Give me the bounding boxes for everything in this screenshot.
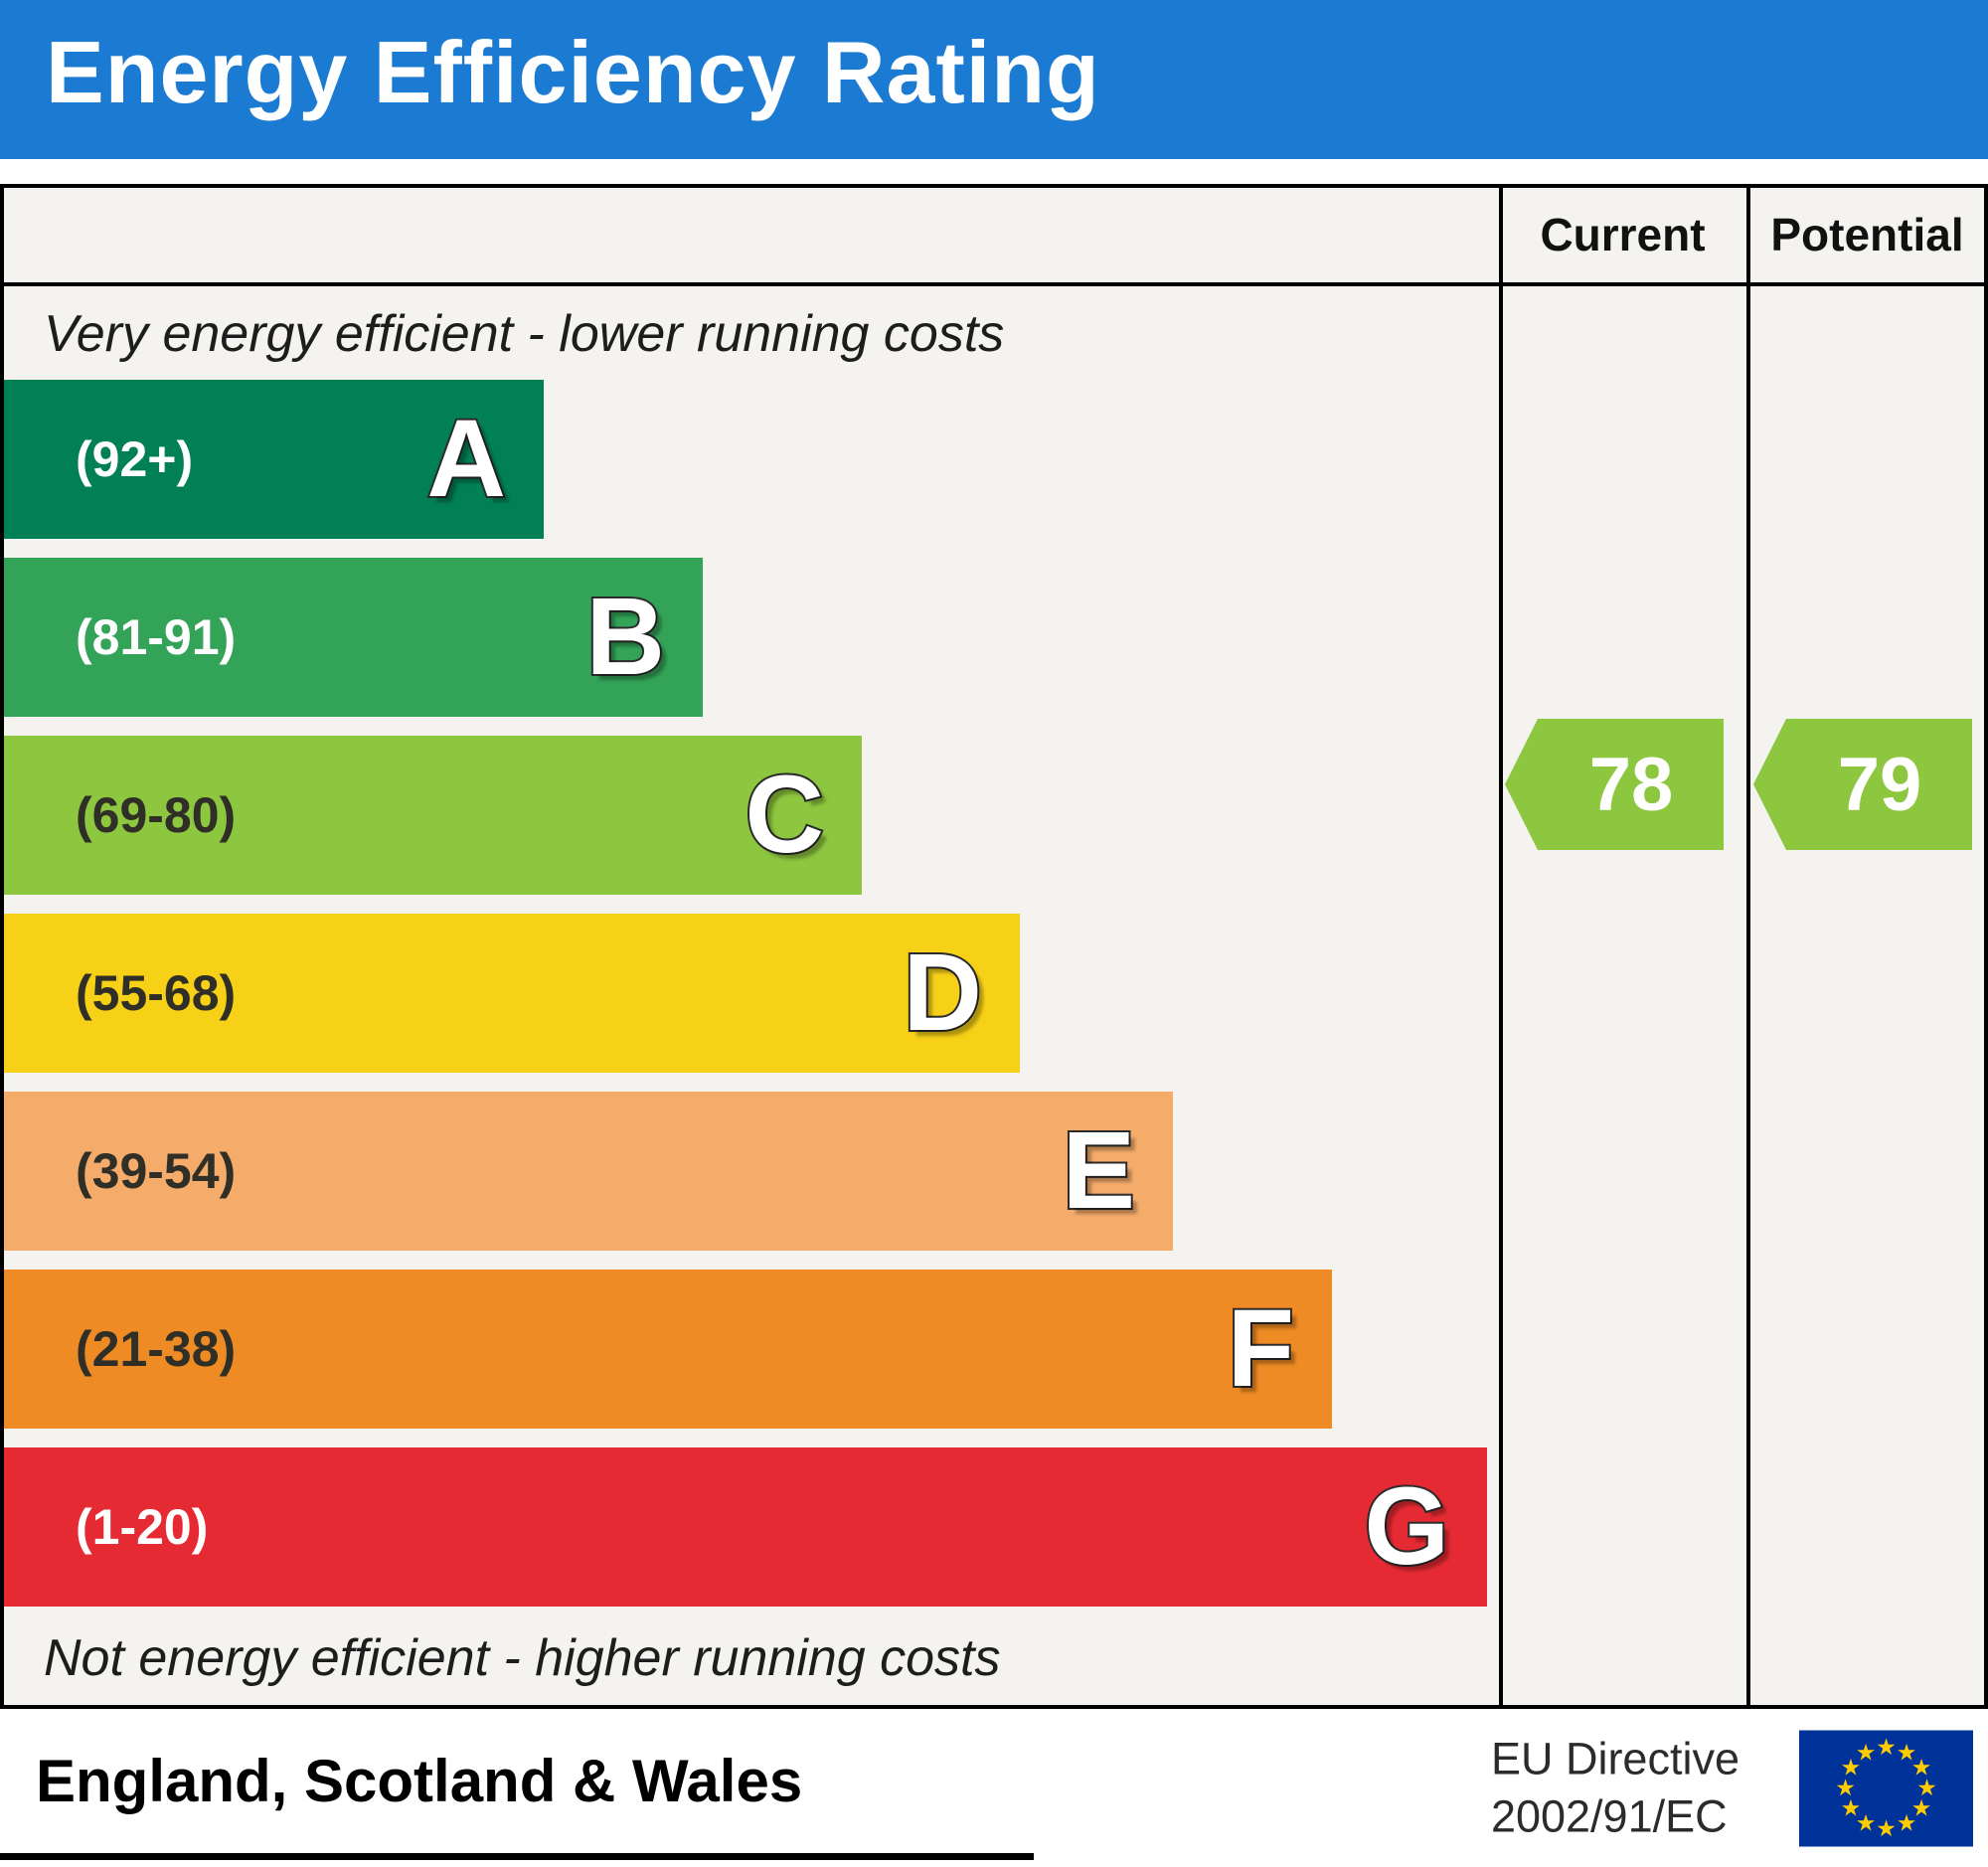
eu-flag-star: ★ — [1896, 1739, 1917, 1766]
bands-column: Very energy efficient - lower running co… — [4, 286, 1499, 1705]
eu-flag-star: ★ — [1855, 1739, 1877, 1766]
potential-rating-arrow: 79 — [1753, 719, 1972, 850]
band-letter: F — [1226, 1287, 1296, 1410]
eu-flag-star: ★ — [1835, 1775, 1856, 1800]
band-row-e: (39-54) E — [4, 1092, 1173, 1251]
table-header-row: Current Potential — [4, 188, 1984, 286]
band-row-f: (21-38) F — [4, 1270, 1332, 1429]
eu-flag-icon: ★ ★ ★ ★ ★ ★ ★ ★ ★ ★ ★ ★ — [1799, 1730, 1973, 1846]
header-bar: Energy Efficiency Rating — [0, 0, 1988, 159]
band-range: (92+) — [76, 431, 194, 487]
band-bars: (92+) A (81-91) B (69-80) C (55-68) D (3… — [4, 380, 1499, 1607]
region-label: England, Scotland & Wales — [0, 1709, 1034, 1860]
band-range: (81-91) — [76, 609, 237, 665]
band-range: (55-68) — [76, 965, 237, 1021]
current-column-divider — [1499, 188, 1503, 1705]
bottom-note: Not energy efficient - higher running co… — [44, 1629, 1001, 1687]
potential-column-divider — [1746, 188, 1750, 1705]
eu-flag-star: ★ — [1910, 1794, 1932, 1821]
band-row-a: (92+) A — [4, 380, 544, 539]
band-letter: C — [744, 754, 826, 876]
potential-rating-value: 79 — [1837, 742, 1922, 827]
band-range: (21-38) — [76, 1321, 237, 1377]
current-rating-value: 78 — [1588, 742, 1674, 827]
current-column-header: Current — [1540, 209, 1706, 260]
band-letter: A — [425, 398, 508, 520]
current-rating-arrow: 78 — [1505, 719, 1724, 850]
band-letter: G — [1362, 1465, 1451, 1588]
footer: England, Scotland & Wales EU Directive 2… — [0, 1709, 1988, 1867]
eu-directive-label: EU Directive 2002/91/EC — [1491, 1730, 1740, 1846]
eu-flag-star: ★ — [1910, 1754, 1932, 1781]
band-row-g: (1-20) G — [4, 1447, 1487, 1607]
eu-flag-star: ★ — [1876, 1734, 1897, 1760]
eu-directive-line2: 2002/91/EC — [1490, 1790, 1728, 1842]
band-range: (39-54) — [76, 1143, 237, 1199]
band-row-b: (81-91) B — [4, 558, 703, 717]
eu-directive-line1: EU Directive — [1490, 1733, 1740, 1783]
band-row-d: (55-68) D — [4, 914, 1020, 1073]
top-note: Very energy efficient - lower running co… — [44, 305, 1005, 363]
band-range: (69-80) — [76, 787, 237, 843]
band-letter: D — [902, 932, 984, 1054]
eu-flag-star: ★ — [1896, 1809, 1917, 1836]
band-letter: B — [584, 576, 667, 698]
eu-flag-star: ★ — [1840, 1754, 1862, 1781]
rating-table: Current Potential Very energy efficient … — [0, 184, 1988, 1709]
page-title: Energy Efficiency Rating — [46, 23, 1100, 121]
eu-flag-star: ★ — [1840, 1794, 1862, 1821]
eu-flag-star: ★ — [1876, 1815, 1897, 1841]
eu-flag-star: ★ — [1855, 1809, 1877, 1836]
band-letter: E — [1061, 1109, 1137, 1232]
band-row-c: (69-80) C — [4, 736, 862, 895]
potential-column-header: Potential — [1770, 209, 1964, 260]
eu-flag-star: ★ — [1916, 1775, 1937, 1800]
band-range: (1-20) — [76, 1499, 209, 1555]
